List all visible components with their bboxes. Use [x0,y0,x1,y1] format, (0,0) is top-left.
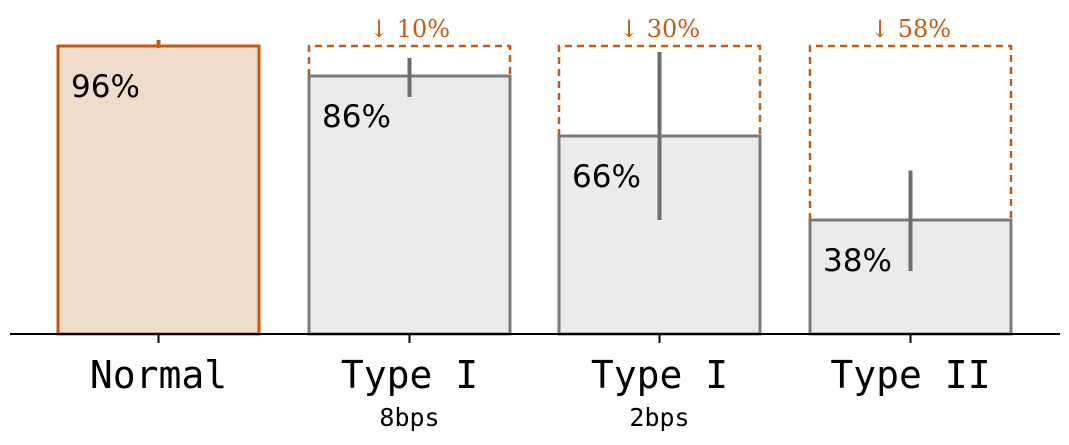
bars-layer [56,44,1013,336]
value-label-2: 86% [322,99,391,135]
bar-2 [307,74,512,336]
labels-layer: 96% Normal 86% Type I 8bps ↓ 10% 66% Type I 2bps… [71,15,991,432]
drop-label-3: ↓ 30% [619,15,700,43]
reference-boxes-layer [307,44,1013,220]
reference-box-3 [557,44,762,136]
subcategory-label-2: 8bps [379,403,439,432]
category-label-3: Type I [591,353,728,397]
x-ticks-layer [157,334,912,343]
value-label-1: 96% [71,69,140,105]
drop-label-2: ↓ 10% [369,15,450,43]
drop-label-4: ↓ 58% [870,15,951,43]
reference-box-2 [307,44,512,76]
bar-4 [808,218,1013,336]
subcategory-label-3: 2bps [629,403,689,432]
reference-box-4 [808,44,1013,220]
value-label-3: 66% [572,159,641,195]
error-bars-layer [156,40,913,271]
value-label-4: 38% [823,243,892,279]
category-label-2: Type I [341,353,478,397]
category-label-1: Normal [90,353,227,397]
category-label-4: Type II [830,353,990,397]
bar-1 [56,44,261,336]
